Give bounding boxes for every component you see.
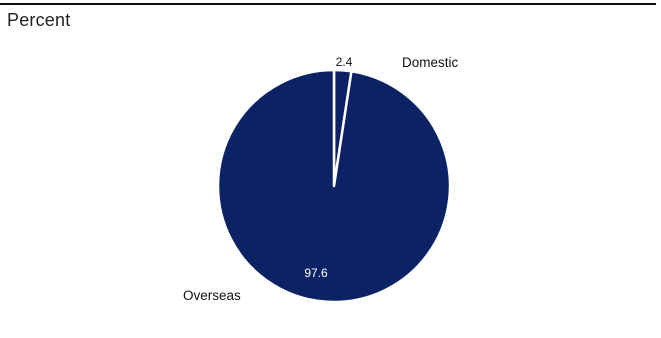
slices-layer — [216, 68, 452, 304]
value-label-domestic: 2.4 — [336, 55, 353, 69]
value-label-overseas: 97.6 — [304, 266, 328, 280]
unit-label: Percent — [7, 10, 71, 30]
labels-layer: 2.4 Domestic 97.6 Overseas — [183, 55, 459, 303]
top-rule — [0, 3, 656, 5]
slice-label-domestic: Domestic — [402, 55, 459, 70]
slice-label-overseas: Overseas — [183, 288, 241, 303]
pie-slice-overseas — [216, 68, 452, 304]
